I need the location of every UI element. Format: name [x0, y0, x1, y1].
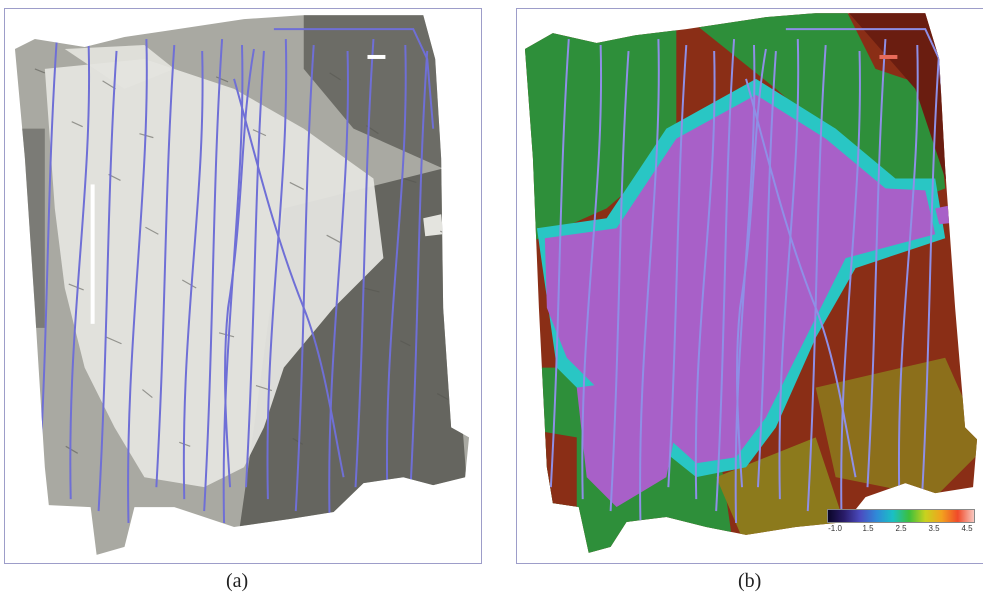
track-line	[37, 38, 58, 488]
texture-streak	[403, 177, 417, 184]
classification-map-image	[524, 13, 978, 553]
track-line	[266, 39, 288, 500]
colorbar-tick-label: 2.5	[895, 524, 907, 533]
track-line	[155, 44, 176, 488]
track-line	[224, 48, 255, 488]
texture-streak	[145, 226, 159, 235]
texture-streak	[142, 389, 153, 398]
class-green-region	[676, 13, 946, 209]
texture-streak	[289, 181, 305, 190]
track-line	[244, 50, 265, 488]
texture-streak	[326, 234, 342, 244]
track-line	[920, 50, 941, 512]
scale-bar	[879, 54, 898, 59]
dark-seafloor-region	[303, 15, 444, 169]
texture-streak	[400, 340, 411, 347]
survey-track-lines	[549, 28, 947, 524]
track-line	[203, 38, 224, 512]
colorbar-tick-label: 1.5	[862, 524, 874, 533]
texture-streak	[65, 445, 78, 454]
texture-streak	[292, 437, 304, 445]
track-line	[408, 50, 429, 512]
panel-a-caption: (a)	[226, 570, 249, 592]
class-purple-region	[576, 379, 677, 508]
class-green-region	[524, 13, 677, 249]
class-brown-region	[524, 427, 577, 553]
track-line	[386, 44, 407, 500]
texture-streak	[71, 121, 83, 128]
track-line	[354, 38, 375, 488]
texture-streak	[34, 68, 46, 74]
track-line	[273, 28, 435, 129]
track-line	[328, 50, 349, 524]
colorbar-legend: -1.0 1.5 2.5 3.5 4.5	[827, 509, 975, 536]
texture-streak	[105, 336, 122, 345]
sonar-mosaic-image	[14, 15, 470, 555]
light-sediment-region	[423, 214, 444, 237]
track-line	[736, 48, 767, 488]
track-line	[715, 38, 736, 512]
colorbar-tick-label: -1.0	[828, 524, 842, 533]
survey-track-lines	[37, 28, 435, 524]
track-line	[97, 50, 118, 512]
texture-streak	[181, 279, 197, 289]
classification-map-panel: -1.0 1.5 2.5 3.5 4.5	[516, 8, 983, 564]
colorbar-ticks: -1.0 1.5 2.5 3.5 4.5	[827, 524, 975, 536]
track-line	[182, 50, 204, 500]
track-line	[840, 50, 861, 524]
colorbar-gradient	[827, 509, 975, 523]
texture-streak	[436, 393, 449, 401]
track-line	[778, 39, 800, 500]
sonar-mosaic-panel	[4, 8, 482, 564]
track-line	[806, 44, 827, 512]
track-line	[127, 39, 148, 524]
map-area	[524, 13, 978, 553]
dark-seafloor-region	[14, 128, 45, 328]
track-line	[745, 78, 857, 478]
class-olive-region	[716, 437, 846, 547]
track-line	[897, 45, 919, 500]
track-line	[694, 50, 716, 500]
track-line	[581, 45, 603, 500]
track-line	[549, 38, 570, 488]
scale-bar	[367, 54, 386, 59]
texture-streak	[439, 230, 455, 237]
colorbar-tick-label: 4.5	[961, 524, 973, 533]
texture-streak	[215, 76, 229, 83]
texture-streak	[329, 72, 341, 81]
track-line	[756, 50, 777, 488]
light-sediment-region	[44, 58, 384, 488]
track-line	[69, 44, 91, 500]
colorbar-tick-label: 3.5	[928, 524, 940, 533]
panel-b-caption: (b)	[738, 570, 762, 592]
texture-streak	[68, 283, 84, 291]
track-line	[866, 38, 887, 488]
class-olive-region	[815, 357, 978, 498]
bright-streak	[90, 184, 95, 324]
track-line	[667, 44, 688, 488]
track-line	[609, 50, 630, 512]
texture-streak	[363, 287, 380, 293]
track-line	[233, 78, 345, 478]
track-line	[639, 39, 660, 524]
track-line	[294, 44, 315, 512]
mosaic-area	[14, 15, 470, 555]
